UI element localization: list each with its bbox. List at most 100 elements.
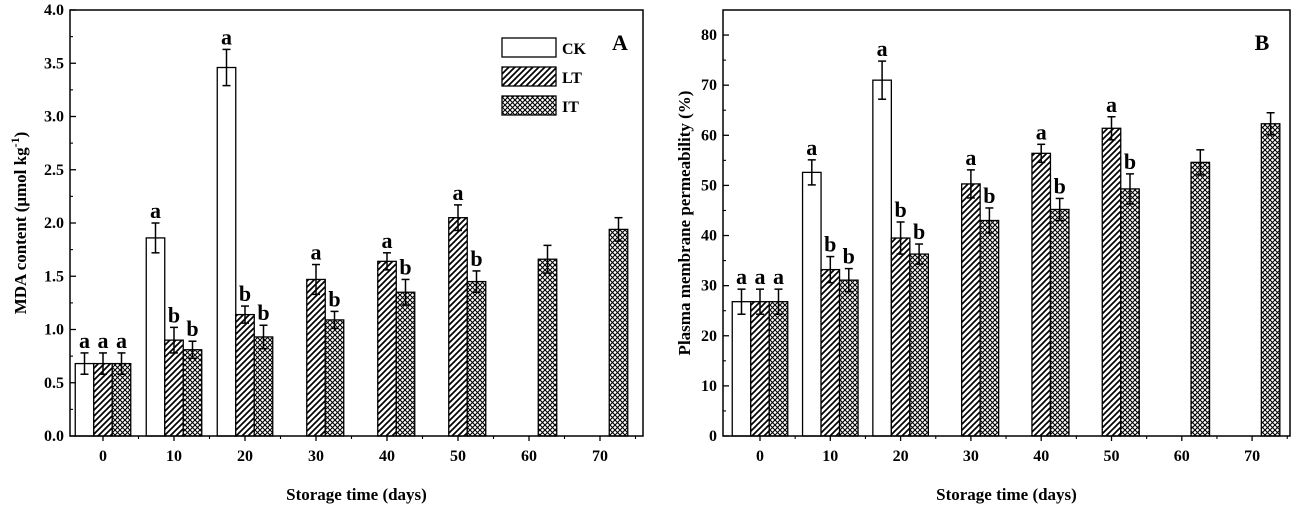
bar (801, 171, 822, 437)
bar (253, 336, 274, 437)
bar (306, 278, 326, 437)
bar (1190, 161, 1211, 437)
x-tick-label: 20 (893, 448, 909, 465)
significance-label: b (328, 286, 340, 311)
y-axis-title-main: MDA content (μmol kg (11, 147, 30, 314)
y-axis-title: MDA content (μmol kg-1) (8, 132, 30, 315)
significance-label: a (79, 328, 90, 353)
legend-label: LT (562, 70, 582, 87)
x-tick-label: 70 (592, 448, 608, 465)
significance-label: b (168, 302, 180, 327)
y-tick-label: 20 (701, 328, 717, 345)
x-tick-label: 40 (1033, 448, 1049, 465)
bar (820, 268, 841, 437)
x-tick-label: 50 (450, 448, 466, 465)
bar (1260, 123, 1281, 437)
x-tick-label: 60 (1174, 448, 1190, 465)
significance-label: b (843, 244, 855, 269)
significance-label: b (257, 300, 269, 325)
significance-label: a (755, 264, 766, 289)
bar (979, 219, 1000, 437)
significance-label: b (1054, 173, 1066, 198)
significance-label: a (806, 135, 817, 160)
legend-swatch (501, 95, 557, 116)
x-tick-label: 10 (166, 448, 182, 465)
bar (537, 258, 558, 437)
x-tick-label: 40 (379, 448, 395, 465)
significance-label: a (150, 198, 161, 223)
legend-swatch (501, 66, 557, 87)
panel-label: A (612, 30, 628, 55)
bar (395, 291, 416, 437)
bar (1049, 208, 1070, 437)
x-tick-label: 70 (1244, 448, 1260, 465)
bar (377, 260, 397, 437)
x-tick-label: 20 (237, 448, 253, 465)
bar (1120, 188, 1140, 437)
y-tick-label: 50 (701, 177, 717, 194)
y-tick-label: 30 (701, 278, 717, 295)
y-tick-label: 1.5 (44, 268, 64, 285)
bar (182, 349, 203, 437)
bar (608, 228, 629, 437)
significance-label: a (311, 240, 322, 265)
bar (838, 279, 859, 437)
significance-label: b (1124, 149, 1136, 174)
y-tick-label: 4.0 (44, 2, 64, 19)
bar (768, 301, 789, 437)
y-tick-label: 0.0 (44, 428, 64, 445)
x-tick-label: 60 (521, 448, 537, 465)
significance-label: b (239, 281, 251, 306)
significance-label: a (1106, 92, 1117, 117)
legend-label: CK (562, 41, 587, 58)
significance-label: b (399, 254, 411, 279)
significance-label: b (824, 232, 836, 257)
bar (324, 319, 345, 437)
y-tick-label: 70 (701, 77, 717, 94)
y-tick-label: 40 (701, 228, 717, 245)
significance-label: a (382, 228, 393, 253)
bar (235, 313, 255, 437)
bar (1101, 127, 1122, 437)
y-axis-title-superscript: -1 (8, 137, 22, 147)
x-tick-label: 0 (99, 448, 107, 465)
significance-label: a (221, 24, 232, 49)
panel-label: B (1255, 30, 1270, 55)
significance-label: a (116, 328, 127, 353)
bar (750, 301, 770, 437)
y-tick-label: 1.0 (44, 322, 64, 339)
y-tick-label: 80 (701, 27, 717, 44)
bar (731, 301, 752, 437)
y-tick-label: 3.0 (44, 109, 64, 126)
y-axis-title: Plasma membrane permeability (%) (675, 91, 694, 356)
significance-label: b (894, 197, 906, 222)
y-tick-label: 0.5 (44, 375, 64, 392)
significance-label: b (470, 246, 482, 271)
y-tick-label: 2.5 (44, 162, 64, 179)
x-tick-label: 50 (1104, 448, 1120, 465)
y-tick-label: 0 (709, 428, 717, 445)
x-tick-label: 30 (963, 448, 979, 465)
x-axis-title: Storage time (days) (286, 485, 427, 504)
significance-label: a (773, 264, 784, 289)
significance-label: a (1036, 119, 1047, 144)
y-axis-title-end: ) (11, 132, 30, 138)
bar (216, 66, 237, 437)
y-axis-title-main: Plasma membrane permeability (%) (675, 91, 694, 356)
significance-label: b (913, 219, 925, 244)
bar (466, 280, 487, 437)
significance-label: a (98, 328, 109, 353)
bar (909, 253, 929, 437)
bar (145, 237, 166, 437)
bar (164, 339, 184, 437)
y-tick-label: 60 (701, 127, 717, 144)
x-tick-label: 30 (308, 448, 324, 465)
y-tick-label: 2.0 (44, 215, 64, 232)
x-tick-label: 10 (822, 448, 838, 465)
significance-label: a (736, 264, 747, 289)
significance-label: a (453, 180, 464, 205)
